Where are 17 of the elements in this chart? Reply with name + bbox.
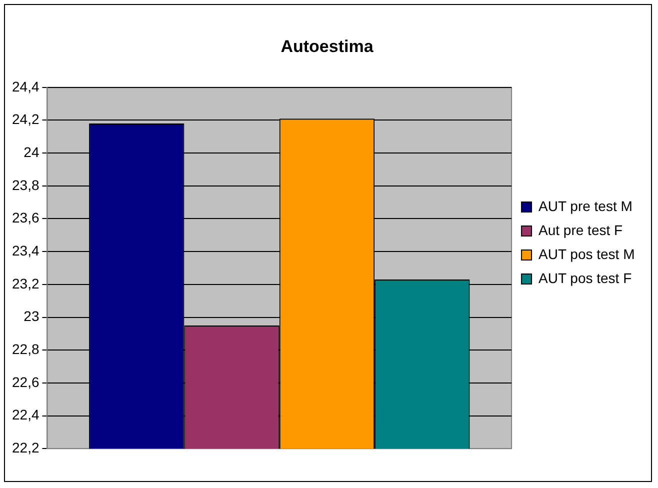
legend-label: AUT pre test M <box>538 198 632 214</box>
legend-label: AUT pos test F <box>538 270 632 286</box>
y-tick-label: 22,8 <box>12 340 40 357</box>
y-tick-label: 23 <box>24 308 40 324</box>
y-tick-label: 23,8 <box>12 176 40 193</box>
legend-label: AUT pos test M <box>538 246 635 262</box>
y-tick-label: 24 <box>24 144 40 160</box>
y-tick-label: 22,2 <box>12 439 40 456</box>
y-tick-label: 22,4 <box>12 406 40 423</box>
legend-label: Aut pre test F <box>538 222 623 238</box>
y-tick-label: 24,4 <box>12 78 40 94</box>
y-tick-label: 22,6 <box>12 374 40 390</box>
y-tick-label: 23,4 <box>12 242 40 258</box>
y-tick-label: 23,2 <box>12 275 40 292</box>
y-tick-label: 24,2 <box>12 111 40 128</box>
chart-title: Autoestima <box>280 36 374 56</box>
y-tick-label: 23,6 <box>12 210 40 226</box>
